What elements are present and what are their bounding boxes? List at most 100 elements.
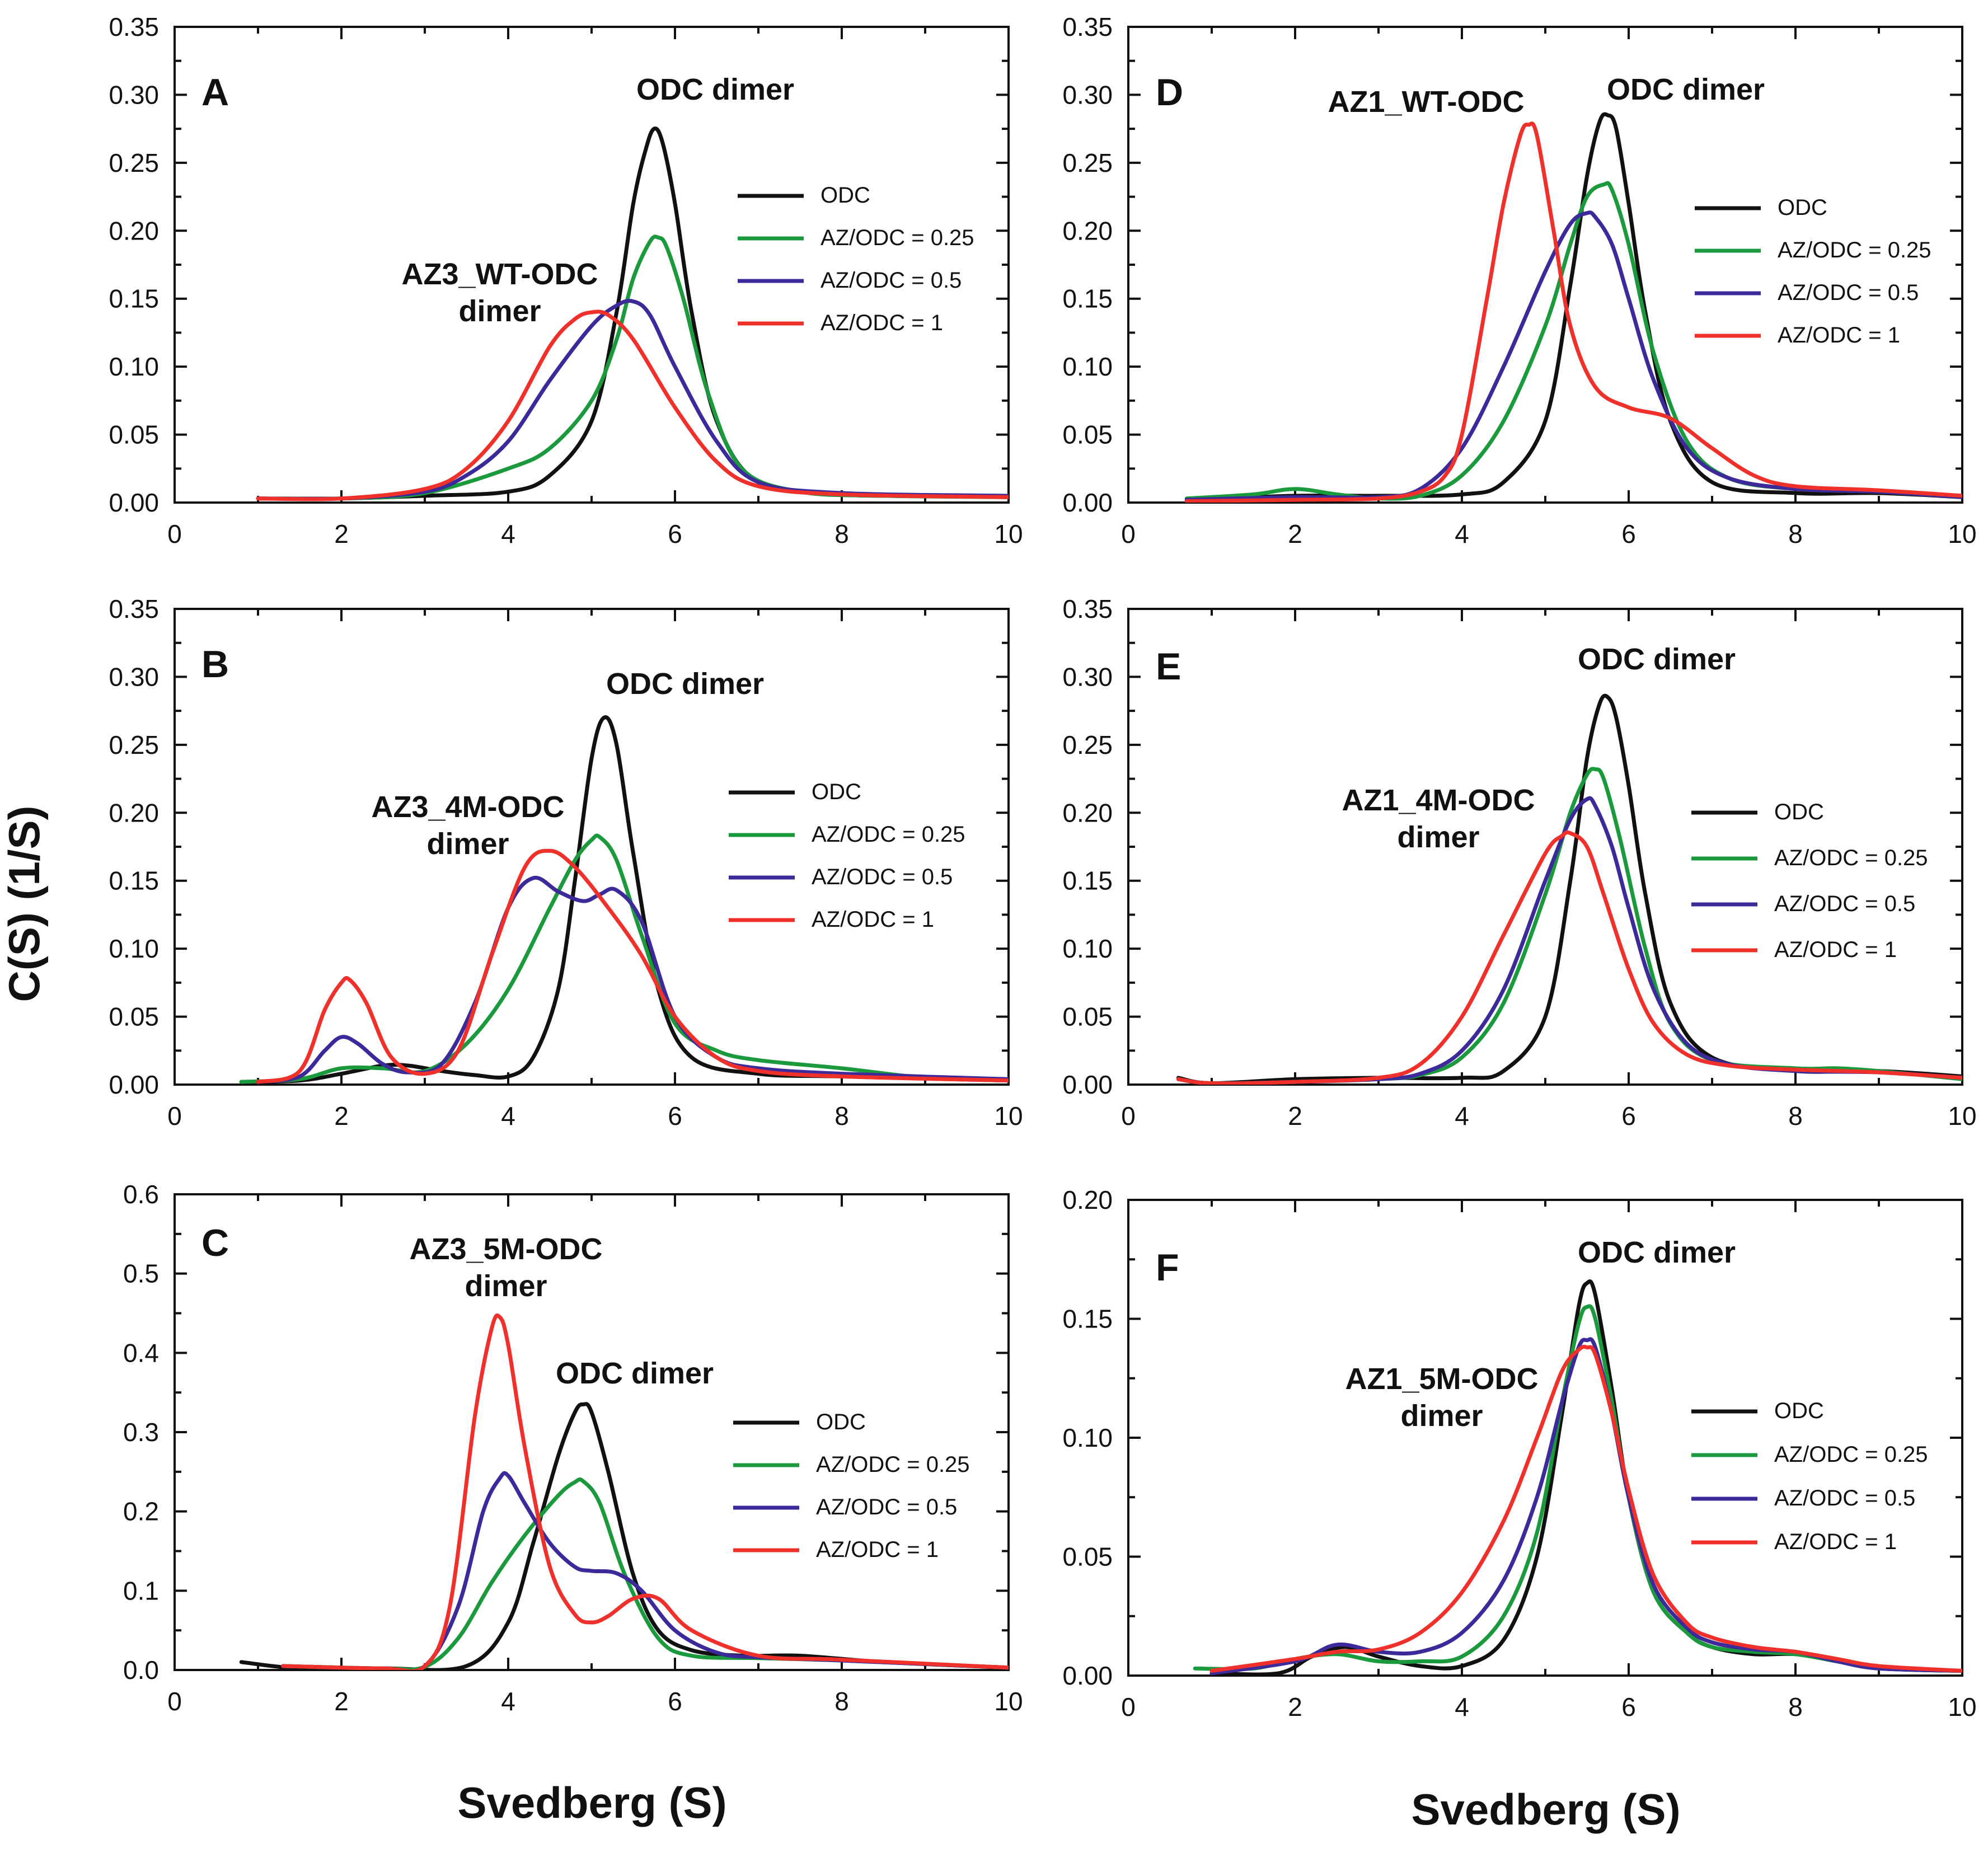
legend-item: AZ/ODC = 0.5 [820,268,962,293]
y-tick-label: 0.25 [1062,730,1113,759]
annotation-odc-dimer: ODC dimer [606,667,764,701]
series-line-odc [239,715,1009,1084]
y-tick-label: 0.20 [109,216,159,245]
y-tick-label: 0.25 [109,148,159,177]
x-tick-label: 4 [501,1101,515,1130]
y-tick-label: 0.2 [123,1497,159,1526]
annotation-complex: dimer [1397,820,1479,854]
legend-item: ODC [1778,195,1827,220]
x-tick-label: 8 [834,1101,849,1130]
x-tick-label: 6 [1621,519,1636,548]
series-group [239,715,1009,1084]
legend: ODC AZ/ODC = 0.25 AZ/ODC = 0.5 AZ/ODC = 1 [729,780,965,932]
y-tick-label: 0.05 [1062,1542,1113,1571]
annotation-complex: AZ3_5M-ODC [409,1232,602,1266]
y-tick-label: 0.20 [1062,216,1113,245]
panel-f: 0 2 4 6 8 100.000.050.100.150.20F ODC dimerAZ1… [1062,1185,1976,1721]
legend-item: AZ/ODC = 1 [1774,937,1897,962]
legend-item: AZ/ODC = 1 [1774,1530,1897,1554]
y-tick-label: 0.5 [123,1259,159,1288]
annotation-odc-dimer: ODC dimer [636,73,794,106]
y-tick-label: 0.10 [1062,352,1113,381]
panel-c: 0 2 4 6 8 10 0.0 0.1 0.2 0.3 0.4 0.5 0.6 C AZ3_5M-ODCd… [123,1180,1023,1716]
y-tick-label: 0.4 [123,1338,159,1367]
series-group [239,1313,1009,1670]
plot-frame [1127,26,1963,504]
panel-label: D [1156,71,1183,114]
x-tick-label: 8 [1788,519,1803,548]
annotation-complex: AZ1_WT-ODC [1328,85,1525,119]
y-tick-label: 0.10 [1062,934,1113,963]
x-tick-label: 4 [1455,519,1469,548]
series-line-odc [1184,112,1962,502]
legend-item: AZ/ODC = 1 [816,1537,939,1562]
legend-item: ODC [816,1410,866,1434]
x-tick-label: 0 [1121,1101,1136,1130]
legend-item: AZ/ODC = 0.5 [812,865,953,889]
x-tick-label: 0 [167,1101,182,1130]
y-axis-title: C(S) (1/S) [0,806,49,1002]
legend-item: AZ/ODC = 0.25 [820,226,974,250]
panel-label: A [201,71,229,114]
x-tick-label: 4 [1455,1692,1469,1721]
x-tick-label: 6 [668,1101,682,1130]
y-tick-label: 0.05 [109,420,159,449]
y-tick-label: 0.35 [109,594,159,623]
x-tick-label: 10 [994,1687,1023,1716]
y-tick-label: 0.00 [1062,1661,1113,1690]
annotation-complex: dimer [465,1269,547,1303]
legend-item: AZ/ODC = 1 [1778,323,1900,348]
y-tick-label: 0.00 [1062,488,1113,517]
legend-item: AZ/ODC = 0.25 [816,1452,970,1477]
x-tick-label: 10 [994,519,1023,548]
y-tick-label: 0.20 [1062,1185,1113,1214]
y-tick-label: 0.15 [1062,866,1113,895]
y-tick-label: 0.3 [123,1418,159,1447]
series-group [1176,693,1962,1085]
y-tick-label: 0.30 [109,662,159,691]
x-tick-label: 6 [1621,1692,1636,1721]
y-tick-label: 0.05 [1062,420,1113,449]
y-tick-label: 0.0 [123,1655,159,1685]
legend-item: AZ/ODC = 0.25 [1774,846,1928,870]
legend-item: AZ/ODC = 0.5 [1778,280,1919,305]
y-tick-label: 0.35 [109,12,159,41]
panel-e: 0 2 4 6 8 10 0.00 0.05 0.10 0.15 0.20 0.25 0.30 0.35 E… [1062,594,1976,1130]
y-tick-label: 0.00 [109,488,159,517]
y-tick-label: 0.6 [123,1180,159,1209]
y-tick-label: 0.25 [1062,148,1113,177]
y-tick-label: 0.30 [109,80,159,109]
x-tick-label: 10 [1948,519,1976,548]
y-tick-label: 0.10 [109,352,159,381]
y-tick-label: 0.15 [1062,284,1113,313]
annotation-complex: AZ1_5M-ODC [1345,1362,1538,1396]
legend-item: ODC [1774,1399,1824,1423]
series-line-az-odc-1 [1209,1344,1962,1673]
x-tick-label: 2 [334,1687,349,1716]
series-group [1193,1279,1962,1676]
y-tick-label: 0.20 [1062,798,1113,827]
x-tick-label: 6 [668,1687,682,1716]
legend-item: AZ/ODC = 1 [820,311,943,335]
x-axis-title-left: Svedberg (S) [457,1778,726,1827]
panel-b: 0 2 4 6 8 10 0.00 0.05 0.10 0.15 0.20 0.25 0.30 0.35 B… [109,594,1023,1130]
legend-item: ODC [820,183,870,208]
series-line-az-odc-1 [256,309,1009,501]
plot-frame [1127,1199,1963,1677]
legend-item: ODC [812,780,861,804]
y-tick-label: 0.00 [1062,1070,1113,1099]
legend-item: AZ/ODC = 0.5 [816,1495,957,1519]
series-line-az-odc-1 [1184,121,1962,503]
annotation-complex: dimer [1400,1399,1483,1433]
y-tick-label: 0.1 [123,1576,159,1605]
x-tick-label: 10 [1948,1101,1976,1130]
y-tick-label: 0.30 [1062,80,1113,109]
x-tick-label: 0 [167,1687,182,1716]
x-tick-label: 6 [668,519,682,548]
y-tick-label: 0.20 [109,798,159,827]
y-tick-label: 0.10 [1062,1423,1113,1452]
y-tick-label: 0.35 [1062,594,1113,623]
x-tick-label: 2 [1288,519,1302,548]
x-tick-label: 2 [334,519,349,548]
y-tick-label: 0.15 [109,866,159,895]
